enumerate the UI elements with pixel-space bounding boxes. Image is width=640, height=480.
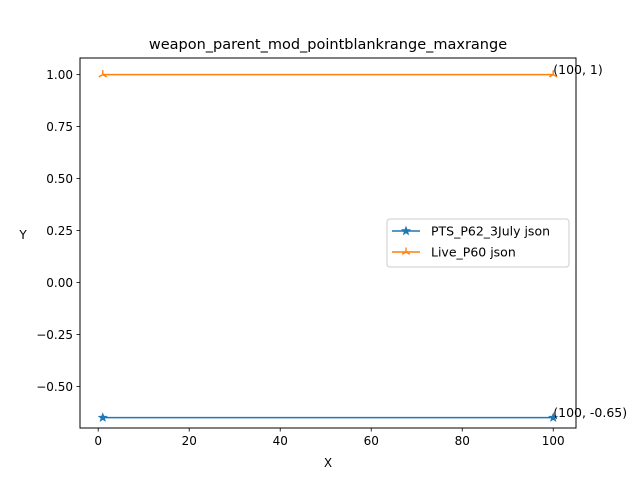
legend-label: Live_P60 json <box>431 245 516 260</box>
y-tick-label: 0.50 <box>46 172 73 186</box>
x-tick-label: 80 <box>455 434 470 448</box>
y-tick-label: 0.75 <box>46 120 73 134</box>
legend-label: PTS_P62_3July json <box>431 224 550 239</box>
data-point-1 <box>548 412 559 422</box>
y-axis-label: Y <box>18 228 27 242</box>
y-tick-label: −0.50 <box>36 380 73 394</box>
x-tick-label: 100 <box>542 434 565 448</box>
data-point-2 <box>548 70 558 78</box>
legend-marker <box>401 247 411 255</box>
x-tick-label: 40 <box>273 434 288 448</box>
legend: PTS_P62_3July json Live_P60 json <box>386 218 570 268</box>
chart-title: weapon_parent_mod_pointblankrange_maxran… <box>149 37 507 53</box>
x-tick-label: 20 <box>182 434 197 448</box>
y-tick-label: 0.00 <box>46 276 73 290</box>
plot-frame <box>79 57 577 429</box>
x-tick-label: 60 <box>364 434 379 448</box>
data-point-1 <box>97 412 108 422</box>
legend-box <box>386 218 570 268</box>
legend-marker <box>400 225 412 236</box>
point-annotation: (100, -0.65) <box>553 405 627 420</box>
y-tick-label: 1.00 <box>46 68 73 82</box>
point-annotation: (100, 1) <box>553 62 603 77</box>
data-point-2 <box>98 70 108 78</box>
y-tick-label: −0.25 <box>36 328 73 342</box>
y-tick-label: 0.25 <box>46 224 73 238</box>
x-tick-label: 0 <box>94 434 102 448</box>
x-axis-label: X <box>324 456 332 470</box>
